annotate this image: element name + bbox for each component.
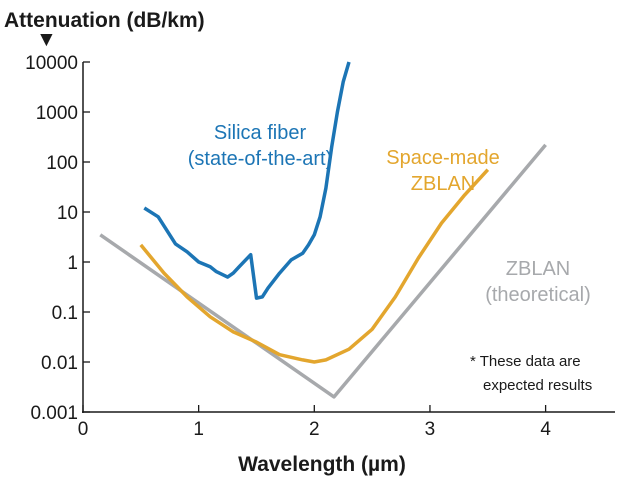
x-tick-label: 4 bbox=[540, 419, 551, 440]
space-made-zblan-label: ZBLAN bbox=[411, 173, 475, 195]
silica-fiber-state-of-the-art-label: Silica fiber bbox=[214, 122, 307, 144]
y-tick-label: 10 bbox=[57, 203, 78, 224]
silica-fiber-state-of-the-art-line bbox=[143, 61, 351, 300]
space-made-zblan-label: Space-made bbox=[386, 147, 499, 169]
x-axis-title: Wavelength (µm) bbox=[238, 453, 406, 476]
silica-fiber-state-of-the-art-label: (state-of-the-art) bbox=[188, 148, 332, 170]
x-tick-label: 1 bbox=[193, 419, 204, 440]
y-tick-label: 0.1 bbox=[52, 303, 78, 324]
y-tick-label: 0.01 bbox=[41, 353, 78, 374]
y-tick-label: 0.001 bbox=[30, 403, 78, 424]
zblan-theoretical-label: (theoretical) bbox=[485, 284, 591, 306]
x-tick-label: 2 bbox=[309, 419, 320, 440]
space-made-zblan-line bbox=[139, 168, 490, 364]
series-labels: Silica fiber (state-of-the-art) Space-made… bbox=[188, 122, 591, 306]
note-line-2: expected results bbox=[483, 377, 592, 394]
axis-ticks: 0.001 0.01 0.1 1 10 100 1000 10000 0 1 2 3 4 bbox=[25, 53, 551, 440]
zblan-theoretical-label: ZBLAN bbox=[506, 258, 570, 280]
x-tick-label: 0 bbox=[78, 419, 89, 440]
note-line-1: * These data are bbox=[470, 353, 581, 370]
x-tick-label: 3 bbox=[425, 419, 436, 440]
axes bbox=[82, 62, 615, 413]
series-lines bbox=[99, 61, 547, 399]
y-tick-label: 1 bbox=[67, 253, 78, 274]
y-tick-label: 1000 bbox=[36, 103, 78, 124]
y-tick-label: 10000 bbox=[25, 53, 78, 74]
y-axis-title: Attenuation (dB/km) bbox=[4, 9, 205, 32]
y-axis-marker: ▼ bbox=[36, 28, 57, 51]
y-tick-label: 100 bbox=[46, 153, 78, 174]
